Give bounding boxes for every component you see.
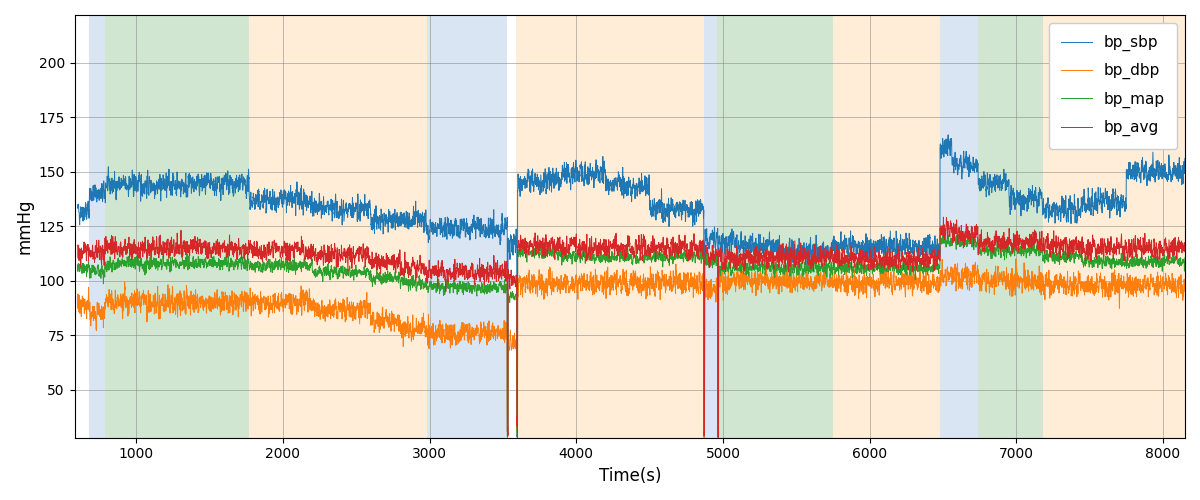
bp_dbp (697, 434, 712, 440)
bp_avg (936, 214, 950, 220)
bp_sbp (254, 194, 269, 200)
bp_map (500, 434, 515, 440)
Bar (940, 15, 978, 438)
bp_dbp (71, 291, 85, 297)
bp_avg (1177, 242, 1192, 248)
Legend: bp_sbp, bp_dbp, bp_map, bp_avg: bp_sbp, bp_dbp, bp_map, bp_avg (1049, 22, 1177, 148)
bp_sbp (941, 132, 955, 138)
bp_map (254, 266, 269, 272)
bp_dbp (1009, 256, 1024, 262)
Line: bp_map: bp_map (78, 234, 1184, 438)
bp_map (146, 260, 161, 266)
bp_sbp (522, 172, 536, 177)
Line: bp_dbp: bp_dbp (78, 259, 1184, 438)
bp_dbp (146, 296, 161, 302)
Bar (978, 15, 1043, 438)
bp_map (522, 246, 536, 252)
bp_sbp (71, 206, 85, 212)
bp_sbp (697, 445, 712, 451)
bp_dbp (559, 287, 574, 293)
bp_map (1177, 255, 1192, 261)
bp_sbp (1177, 156, 1192, 162)
bp_sbp (403, 218, 418, 224)
bp_avg (254, 256, 269, 262)
bp_dbp (403, 324, 418, 330)
Bar (704, 15, 718, 438)
Y-axis label: mmHg: mmHg (16, 198, 34, 254)
X-axis label: Time(s): Time(s) (599, 467, 661, 485)
bp_map (559, 250, 574, 256)
bp_avg (559, 240, 574, 246)
bp_dbp (1177, 276, 1192, 282)
bp_dbp (254, 309, 269, 315)
Bar (250, 15, 427, 438)
bp_avg (403, 266, 418, 272)
bp_avg (71, 242, 85, 248)
bp_map (1177, 268, 1192, 274)
bp_dbp (522, 273, 536, 279)
Bar (89, 15, 106, 438)
bp_avg (1177, 246, 1192, 252)
Bar (718, 15, 833, 438)
Line: bp_avg: bp_avg (78, 217, 1184, 438)
Bar (106, 15, 250, 438)
bp_map (403, 287, 418, 293)
bp_sbp (559, 168, 574, 174)
bp_sbp (146, 188, 161, 194)
bp_dbp (1177, 288, 1192, 294)
Bar (1043, 15, 1186, 438)
Bar (427, 15, 508, 438)
bp_map (964, 230, 978, 236)
Line: bp_sbp: bp_sbp (78, 135, 1184, 448)
bp_avg (146, 238, 161, 244)
bp_avg (522, 243, 536, 249)
Bar (516, 15, 704, 438)
bp_avg (510, 435, 524, 441)
bp_map (71, 262, 85, 268)
Bar (833, 15, 940, 438)
bp_sbp (1177, 170, 1192, 176)
